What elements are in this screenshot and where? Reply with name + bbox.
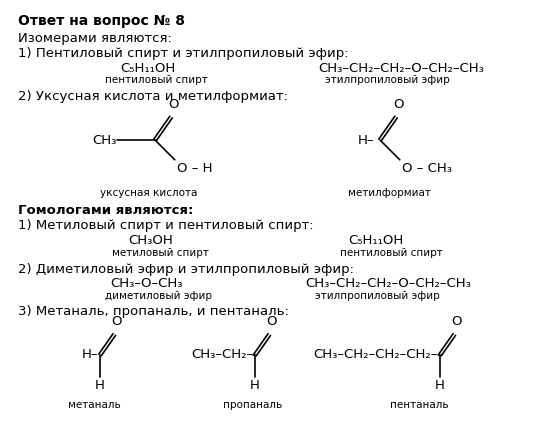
Text: Изомерами являются:: Изомерами являются: — [18, 32, 172, 45]
Text: O: O — [266, 314, 277, 328]
Text: C₅H₁₁OH: C₅H₁₁OH — [120, 62, 175, 75]
Text: H–: H– — [358, 133, 374, 147]
Text: 3) Метаналь, пропаналь, и пентаналь:: 3) Метаналь, пропаналь, и пентаналь: — [18, 305, 289, 318]
Text: 1) Метиловый спирт и пентиловый спирт:: 1) Метиловый спирт и пентиловый спирт: — [18, 219, 313, 232]
Text: диметиловый эфир: диметиловый эфир — [105, 291, 212, 301]
Text: CH₃–CH₂–CH₂–O–CH₂–CH₃: CH₃–CH₂–CH₂–O–CH₂–CH₃ — [305, 277, 471, 290]
Text: CH₃: CH₃ — [92, 133, 117, 147]
Text: H: H — [95, 379, 105, 392]
Text: H: H — [435, 379, 445, 392]
Text: H: H — [250, 379, 260, 392]
Text: CH₃OH: CH₃OH — [128, 234, 173, 247]
Text: Ответ на вопрос № 8: Ответ на вопрос № 8 — [18, 14, 185, 28]
Text: H–: H– — [81, 349, 98, 362]
Text: пентаналь: пентаналь — [390, 400, 449, 410]
Text: C₅H₁₁OH: C₅H₁₁OH — [348, 234, 403, 247]
Text: метаналь: метаналь — [68, 400, 121, 410]
Text: CH₃–CH₂–: CH₃–CH₂– — [191, 349, 253, 362]
Text: этилпропиловый эфир: этилпропиловый эфир — [315, 291, 440, 301]
Text: O: O — [451, 314, 461, 328]
Text: O: O — [393, 98, 403, 111]
Text: CH₃–CH₂–CH₂–CH₂–: CH₃–CH₂–CH₂–CH₂– — [314, 349, 438, 362]
Text: метиловый спирт: метиловый спирт — [112, 248, 209, 258]
Text: CH₃–CH₂–CH₂–O–CH₂–CH₃: CH₃–CH₂–CH₂–O–CH₂–CH₃ — [318, 62, 484, 75]
Text: 2) Уксусная кислота и метилформиат:: 2) Уксусная кислота и метилформиат: — [18, 90, 288, 103]
Text: пропаналь: пропаналь — [223, 400, 282, 410]
Text: O: O — [111, 314, 122, 328]
Text: пентиловый спирт: пентиловый спирт — [340, 248, 443, 258]
Text: O: O — [168, 98, 178, 111]
Text: пентиловый спирт: пентиловый спирт — [105, 75, 208, 85]
Text: 1) Пентиловый спирт и этилпропиловый эфир:: 1) Пентиловый спирт и этилпропиловый эфи… — [18, 47, 349, 60]
Text: этилпропиловый эфир: этилпропиловый эфир — [325, 75, 450, 85]
Text: уксусная кислота: уксусная кислота — [100, 188, 197, 198]
Text: O – H: O – H — [177, 162, 212, 175]
Text: CH₃–O–CH₃: CH₃–O–CH₃ — [110, 277, 183, 290]
Text: O – CH₃: O – CH₃ — [402, 162, 452, 175]
Text: Гомологами являются:: Гомологами являются: — [18, 204, 194, 217]
Text: метилформиат: метилформиат — [348, 188, 431, 198]
Text: 2) Диметиловый эфир и этилпропиловый эфир:: 2) Диметиловый эфир и этилпропиловый эфи… — [18, 263, 354, 276]
